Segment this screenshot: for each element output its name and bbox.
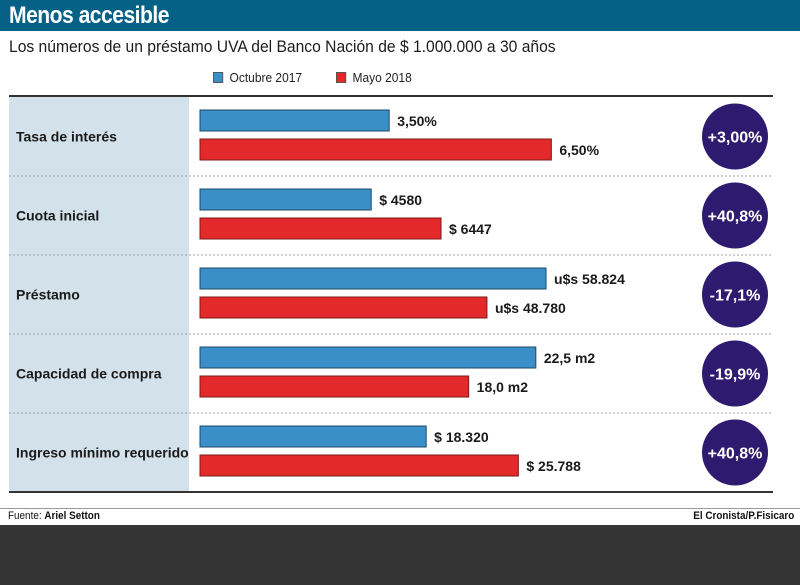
bar-octubre-2017 — [199, 346, 537, 369]
data-label: $ 4580 — [379, 192, 422, 208]
chart-subtitle: Los números de un préstamo UVA del Banco… — [9, 37, 556, 56]
data-label: u$s 48.780 — [495, 300, 566, 316]
legend-swatch-blue — [213, 72, 224, 83]
change-badge — [702, 340, 768, 407]
category-label: Préstamo — [16, 287, 80, 303]
change-label: +3,00% — [708, 130, 763, 147]
category-label: Ingreso mínimo requerido — [16, 445, 189, 461]
bar-mayo-2018 — [199, 375, 470, 398]
legend-item-mayo-2018: Mayo 2018 — [335, 70, 412, 85]
data-label: 22,5 m2 — [544, 350, 596, 366]
data-label: $ 6447 — [449, 221, 492, 237]
legend-label: Octubre 2017 — [229, 70, 303, 85]
bar-mayo-2018 — [199, 296, 488, 319]
category-label: Capacidad de compra — [16, 366, 162, 382]
data-label: $ 25.788 — [526, 458, 581, 474]
change-badge — [702, 182, 768, 249]
change-label: +40,8% — [708, 446, 763, 463]
category-column — [9, 97, 189, 491]
data-label: 18,0 m2 — [477, 379, 529, 395]
bar-chart: Tasa de interés 3,50% 6,50% +3,00% Cuota ini… — [9, 103, 773, 486]
footer: Fuente: Ariel Setton El Cronista/P.Fisic… — [0, 509, 800, 525]
legend-swatch-red — [335, 72, 346, 83]
credit: El Cronista/P.Fisicaro — [692, 510, 794, 522]
data-label: 6,50% — [559, 142, 599, 158]
infographic-card: Menos accesible Los números de un présta… — [0, 0, 800, 525]
category-label: Tasa de interés — [16, 129, 117, 145]
change-badge — [702, 261, 768, 328]
bar-octubre-2017 — [199, 267, 547, 290]
bar-octubre-2017 — [199, 425, 427, 448]
footer-divider — [0, 508, 800, 509]
data-label: 3,50% — [397, 113, 437, 129]
source-label: Fuente: — [8, 510, 42, 522]
change-label: -19,9% — [710, 367, 761, 384]
category-label: Cuota inicial — [16, 208, 99, 224]
legend-label: Mayo 2018 — [352, 70, 412, 85]
bar-octubre-2017 — [199, 109, 390, 132]
change-badge — [702, 103, 768, 170]
bar-mayo-2018 — [199, 138, 552, 161]
bottom-rule — [9, 491, 773, 493]
change-badge — [702, 419, 768, 486]
bar-octubre-2017 — [199, 188, 372, 211]
data-label: u$s 58.824 — [554, 271, 625, 287]
title-bar: Menos accesible — [0, 0, 800, 31]
legend-item-octubre-2017: Octubre 2017 — [213, 70, 302, 85]
change-label: -17,1% — [710, 288, 761, 305]
source: Fuente: Ariel Setton — [8, 510, 100, 522]
bar-mayo-2018 — [199, 454, 519, 477]
source-name: Ariel Setton — [44, 510, 100, 522]
change-label: +40,8% — [708, 209, 763, 226]
bar-mayo-2018 — [199, 217, 442, 240]
chart-title: Menos accesible — [9, 2, 169, 29]
data-label: $ 18.320 — [434, 429, 489, 445]
legend: Octubre 2017 Mayo 2018 — [213, 70, 444, 85]
top-rule — [9, 95, 773, 97]
